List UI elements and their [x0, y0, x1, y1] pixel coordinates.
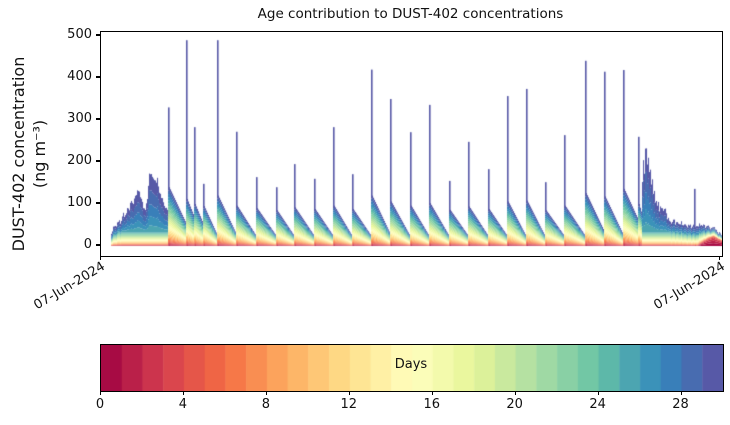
- x-tick-mark-right: [719, 256, 721, 260]
- chart-title: Age contribution to DUST-402 concentrati…: [257, 6, 564, 22]
- colorbar-label: Days: [394, 357, 428, 372]
- y-tick-label: 500: [67, 27, 92, 42]
- y-tick-mark: [96, 118, 100, 120]
- y-tick-label: 100: [67, 195, 92, 210]
- colorbar-tick-mark: [182, 391, 185, 395]
- y-tick-label: 300: [67, 111, 92, 126]
- colorbar-tick-mark: [597, 391, 599, 395]
- colorbar-tick-label: 24: [589, 397, 606, 412]
- x-tick-label-right: 07-Jun-2024: [651, 259, 728, 314]
- colorbar-tick-mark: [265, 391, 268, 395]
- colorbar-tick-label: 12: [340, 397, 358, 412]
- colorbar-tick-label: 4: [178, 397, 188, 412]
- colorbar-tick-mark: [514, 391, 516, 395]
- stacked-area-canvas: [101, 32, 722, 256]
- colorbar-tick-label: 8: [261, 397, 270, 412]
- y-axis-label-line1: DUST-402 concentration: [9, 56, 28, 252]
- y-tick-label: 200: [67, 153, 92, 168]
- colorbar-tick-mark: [680, 391, 682, 395]
- y-tick-mark: [96, 202, 100, 204]
- colorbar-tick-label: 0: [95, 397, 105, 412]
- y-tick-label: 400: [67, 69, 92, 84]
- colorbar: [100, 344, 724, 392]
- y-tick-label: 0: [83, 237, 92, 252]
- y-tick-mark: [96, 244, 100, 246]
- x-tick-mark-left: [100, 256, 102, 260]
- colorbar-tick-label: 28: [672, 397, 689, 412]
- colorbar-tick-label: 16: [423, 397, 440, 412]
- colorbar-canvas: [101, 345, 723, 391]
- y-tick-mark: [96, 76, 100, 78]
- colorbar-tick-mark: [100, 391, 102, 395]
- colorbar-tick-mark: [431, 391, 433, 395]
- plot-area: [100, 31, 723, 257]
- colorbar-tick-label: 20: [506, 397, 523, 412]
- colorbar-tick-mark: [348, 391, 350, 395]
- y-tick-mark: [96, 160, 100, 162]
- y-tick-mark: [96, 34, 100, 36]
